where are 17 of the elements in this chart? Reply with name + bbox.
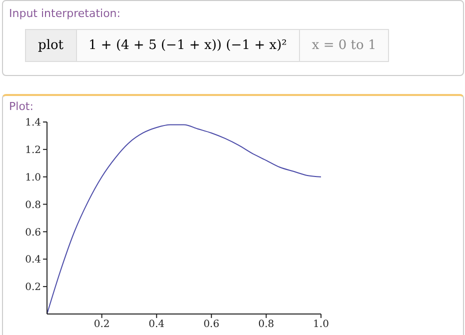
text: plot xyxy=(26,30,77,61)
y-tick-label: 0.4 xyxy=(25,254,41,266)
x-tick-label: 0.8 xyxy=(258,319,274,330)
chart-title: Plot: xyxy=(9,100,34,113)
x-tick-label: 0.6 xyxy=(203,319,220,330)
y-tick-label: 1.2 xyxy=(25,144,41,156)
x-tick-label: 0.4 xyxy=(148,319,165,330)
y-tick-label: 0.8 xyxy=(25,200,41,211)
text: 1 + (4 + 5 (−1 + x)) (−1 + x)² xyxy=(76,30,300,61)
x-tick-label: 1.0 xyxy=(313,319,329,330)
y-tick-label: 1.0 xyxy=(25,172,41,184)
x-tick-label: 0.2 xyxy=(94,319,110,330)
text: x = 0 to 1 xyxy=(310,37,378,55)
y-tick-label: 1.4 xyxy=(25,118,41,129)
text: Input interpretation: xyxy=(9,7,120,20)
y-tick-label: 0.6 xyxy=(25,227,41,238)
y-tick-label: 0.2 xyxy=(25,282,41,294)
